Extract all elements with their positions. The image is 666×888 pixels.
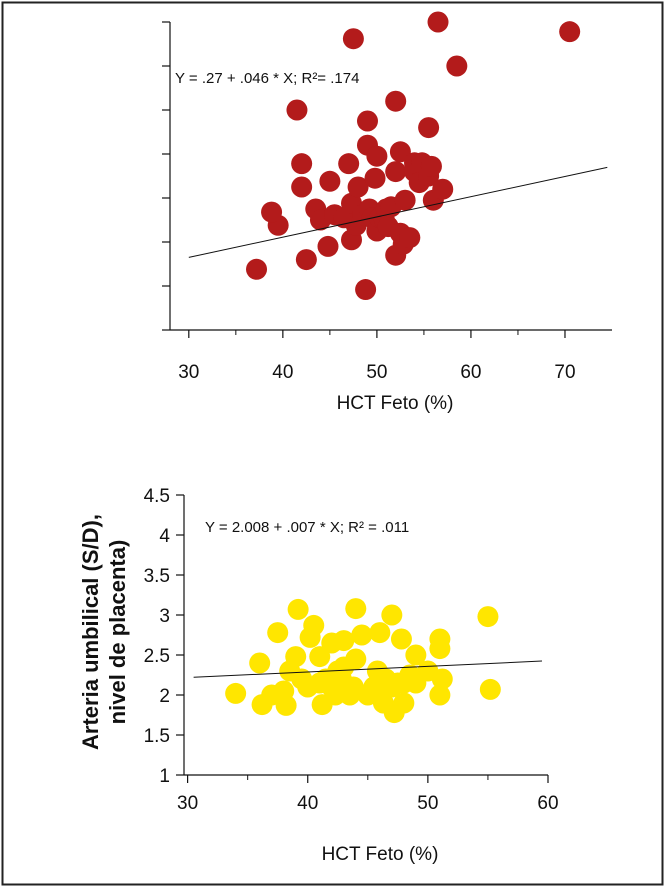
data-point bbox=[405, 644, 427, 666]
data-point bbox=[324, 684, 346, 706]
data-point bbox=[429, 684, 451, 706]
data-point bbox=[431, 668, 453, 690]
top-regression-line bbox=[188, 166, 608, 258]
x-tick-label: 40 bbox=[272, 362, 293, 383]
data-point bbox=[432, 178, 454, 200]
data-point bbox=[317, 235, 339, 257]
data-point bbox=[345, 648, 367, 670]
data-point bbox=[418, 117, 440, 139]
data-point bbox=[342, 28, 364, 50]
data-point bbox=[446, 55, 468, 77]
data-point bbox=[420, 155, 442, 177]
data-point bbox=[390, 628, 412, 650]
data-point bbox=[351, 624, 373, 646]
bottom-regression-equation: Y = 2.008 + .007 * X; R² = .011 bbox=[205, 519, 409, 536]
data-point bbox=[381, 604, 403, 626]
data-point bbox=[291, 176, 313, 198]
data-point bbox=[393, 692, 415, 714]
data-point bbox=[366, 145, 388, 167]
data-point bbox=[429, 638, 451, 660]
x-tick-label: 30 bbox=[178, 362, 199, 383]
data-point bbox=[479, 678, 501, 700]
y-tick-label: 1 bbox=[159, 766, 170, 787]
y-tick-label: 2 bbox=[159, 686, 170, 707]
data-point bbox=[225, 682, 247, 704]
data-point bbox=[261, 201, 283, 223]
top-x-axis-title: HCT Feto (%) bbox=[337, 393, 454, 414]
x-tick-label: 30 bbox=[177, 793, 198, 814]
data-point bbox=[369, 622, 391, 644]
data-point bbox=[385, 161, 407, 183]
data-point bbox=[345, 598, 367, 620]
y-tick-label: 2.5 bbox=[144, 646, 170, 667]
top-regression-equation: Y = .27 + .046 * X; R²= .174 bbox=[175, 70, 359, 87]
y-tick-label: 1.5 bbox=[144, 726, 170, 747]
x-tick-label: 50 bbox=[366, 362, 387, 383]
top-y-ticks bbox=[162, 21, 170, 331]
data-point bbox=[309, 646, 331, 668]
data-point bbox=[427, 11, 449, 33]
data-point bbox=[275, 694, 297, 716]
bottom-x-axis-title: HCT Feto (%) bbox=[322, 844, 439, 865]
x-tick-label: 70 bbox=[554, 362, 575, 383]
y-axis-title-line: Arteria umbilical (S/D), bbox=[78, 514, 103, 750]
data-point bbox=[287, 598, 309, 620]
y-tick-label: 4 bbox=[159, 526, 170, 547]
y-tick-label: 3.5 bbox=[144, 566, 170, 587]
data-point bbox=[559, 21, 581, 43]
data-point bbox=[477, 606, 499, 628]
data-point bbox=[347, 176, 369, 198]
y-tick-label: 4.5 bbox=[144, 486, 170, 507]
x-tick-label: 40 bbox=[297, 793, 318, 814]
data-point bbox=[364, 167, 386, 189]
data-point bbox=[267, 622, 289, 644]
bottom-scatter-chart: 1 1.5 2 2.5 3 3.5 4 4.5 30 40 50 60 Y = 2.008 + .0… bbox=[78, 486, 559, 865]
data-point bbox=[249, 652, 271, 674]
bottom-points bbox=[225, 598, 501, 724]
x-tick-label: 60 bbox=[460, 362, 481, 383]
data-point bbox=[389, 141, 411, 163]
data-point bbox=[295, 249, 317, 271]
bottom-y-axis-title: Arteria umbilical (S/D),nivel de placent… bbox=[78, 514, 130, 750]
data-point bbox=[399, 227, 421, 249]
top-scatter-chart: 30 40 50 60 70 Y = .27 + .046 * X; R²= .174 … bbox=[162, 11, 612, 414]
y-axis-title-line: nivel de placenta) bbox=[105, 540, 130, 725]
top-x-ticks: 30 40 50 60 70 bbox=[178, 330, 576, 383]
bottom-regression-line bbox=[193, 660, 543, 678]
data-point bbox=[338, 153, 360, 175]
y-tick-label: 3 bbox=[159, 606, 170, 627]
bottom-x-ticks: 30 40 50 60 bbox=[177, 775, 559, 814]
data-point bbox=[286, 99, 308, 121]
data-point bbox=[319, 170, 341, 192]
bottom-y-ticks: 1 1.5 2 2.5 3 3.5 4 4.5 bbox=[144, 486, 184, 787]
x-tick-label: 50 bbox=[417, 793, 438, 814]
data-point bbox=[303, 614, 325, 636]
x-tick-label: 60 bbox=[537, 793, 558, 814]
data-point bbox=[394, 189, 416, 211]
data-point bbox=[291, 153, 313, 175]
data-point bbox=[355, 279, 377, 301]
data-point bbox=[285, 646, 307, 668]
data-point bbox=[333, 630, 355, 652]
top-points bbox=[246, 11, 581, 301]
data-point bbox=[356, 110, 378, 132]
data-point bbox=[246, 258, 268, 280]
data-point bbox=[385, 90, 407, 112]
